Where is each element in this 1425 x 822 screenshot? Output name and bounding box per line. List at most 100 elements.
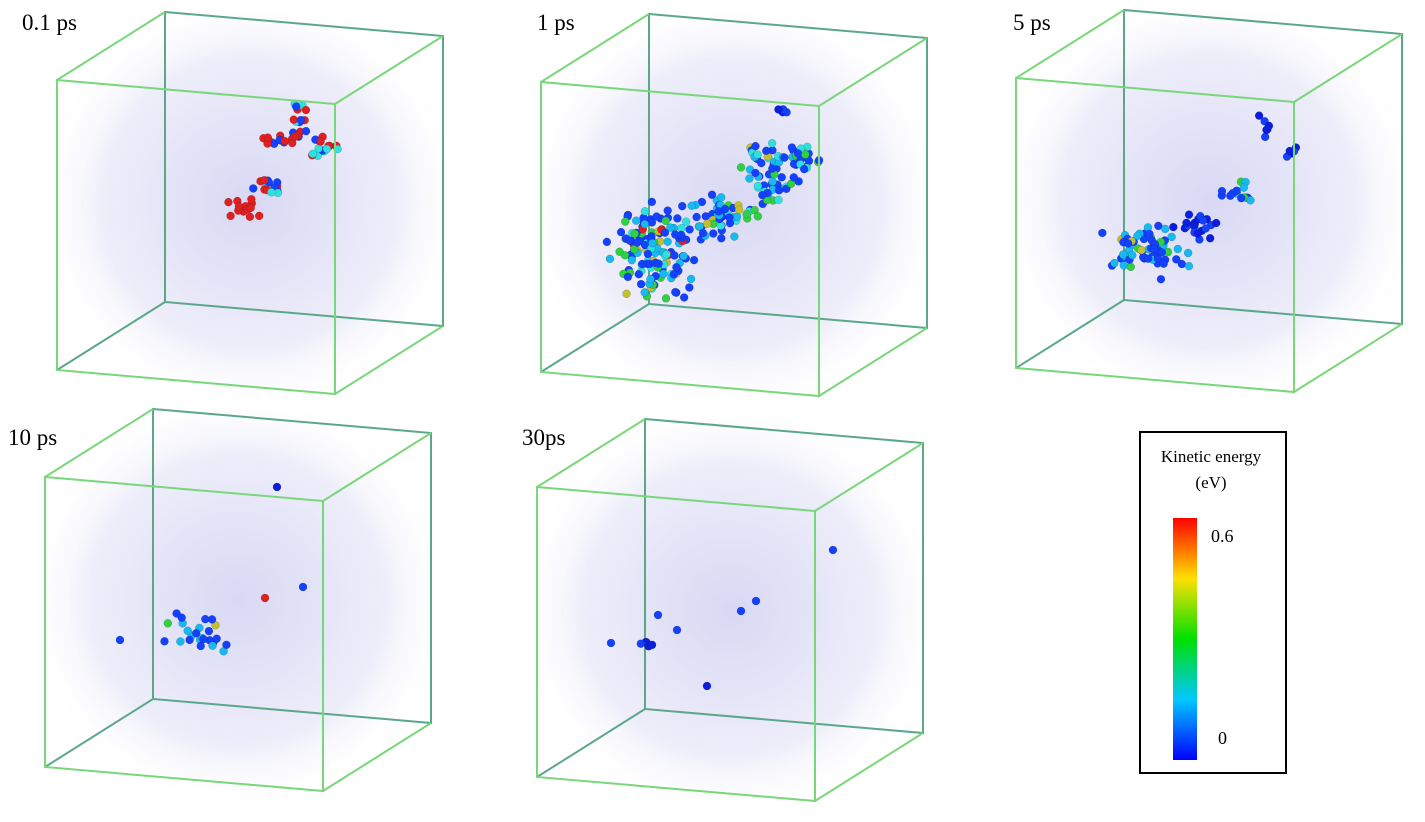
atom	[661, 294, 671, 303]
box-glow	[1016, 10, 1402, 392]
atom	[777, 173, 787, 182]
atom	[736, 163, 746, 172]
atom	[647, 197, 657, 207]
atom	[290, 132, 300, 141]
atom	[1156, 274, 1166, 284]
atom	[633, 238, 642, 247]
atom	[758, 190, 767, 200]
atom	[1217, 186, 1227, 196]
atom	[1254, 111, 1264, 120]
box-front	[56, 78, 336, 396]
atom	[768, 177, 777, 186]
atom	[204, 626, 214, 636]
atom	[308, 149, 318, 159]
box-edge	[536, 708, 646, 778]
colorbar	[1173, 518, 1197, 760]
atom	[799, 164, 809, 174]
atom	[605, 254, 615, 264]
atom	[789, 173, 799, 182]
atom	[260, 176, 269, 185]
atom	[1226, 191, 1235, 201]
atom	[698, 228, 708, 238]
atom	[695, 222, 705, 231]
atom	[247, 194, 256, 204]
atom	[245, 212, 255, 222]
atom	[115, 635, 125, 645]
atom	[606, 638, 616, 648]
atom	[774, 195, 783, 205]
atom	[787, 143, 797, 152]
atom	[801, 150, 810, 159]
atom	[1167, 232, 1176, 242]
atom	[677, 201, 687, 211]
atom	[662, 250, 671, 259]
atom	[1183, 248, 1193, 258]
atom	[687, 201, 696, 211]
atom	[1143, 254, 1153, 263]
atom	[1184, 261, 1194, 271]
atom	[659, 269, 668, 279]
atom	[648, 238, 657, 248]
box-edge	[1015, 9, 1125, 79]
atom	[689, 255, 699, 265]
box-front	[44, 475, 324, 793]
atom	[322, 144, 332, 154]
atom	[828, 545, 838, 555]
atom	[625, 236, 634, 245]
atom	[774, 186, 784, 195]
atom	[636, 279, 646, 289]
atom	[793, 149, 803, 158]
atom	[1133, 231, 1142, 241]
atom	[234, 202, 244, 211]
box-edge	[334, 325, 444, 395]
atom	[780, 153, 789, 162]
atom	[672, 262, 681, 272]
atom	[254, 211, 264, 221]
atom	[670, 251, 679, 260]
box-edge	[536, 418, 646, 488]
atom	[1169, 222, 1178, 232]
atom	[623, 272, 633, 282]
atom	[185, 635, 194, 645]
box-edge	[56, 11, 166, 81]
box-edge	[540, 303, 650, 373]
atom	[1173, 244, 1183, 254]
box-glow	[537, 419, 923, 801]
atom	[640, 207, 650, 216]
box-edge	[56, 301, 166, 371]
box-edge	[334, 35, 444, 105]
atom	[640, 288, 649, 297]
box-edge	[1293, 323, 1403, 393]
atom	[1177, 259, 1187, 269]
atom	[176, 637, 185, 646]
atom	[702, 681, 712, 691]
panel-label: 5 ps	[1013, 10, 1051, 35]
atom	[753, 181, 763, 191]
atom	[663, 237, 672, 246]
box-edge	[322, 722, 432, 792]
atom	[652, 212, 661, 221]
atom	[643, 249, 653, 259]
atom	[751, 168, 760, 178]
atom	[1193, 229, 1202, 238]
atom	[246, 203, 255, 213]
atom	[602, 237, 612, 247]
atom	[263, 133, 273, 142]
atom	[636, 639, 646, 648]
box-front	[1015, 76, 1295, 394]
atom	[1211, 218, 1221, 228]
atom	[660, 228, 670, 237]
atom	[616, 227, 626, 237]
atom	[677, 230, 686, 240]
atom	[1205, 234, 1215, 243]
atom	[1285, 146, 1294, 156]
atom	[768, 164, 777, 173]
atom	[681, 217, 691, 226]
atom	[289, 115, 298, 124]
atom	[1157, 248, 1167, 257]
atom	[774, 105, 783, 114]
box-edge	[540, 13, 650, 83]
atom	[621, 217, 630, 226]
atom	[630, 229, 639, 239]
